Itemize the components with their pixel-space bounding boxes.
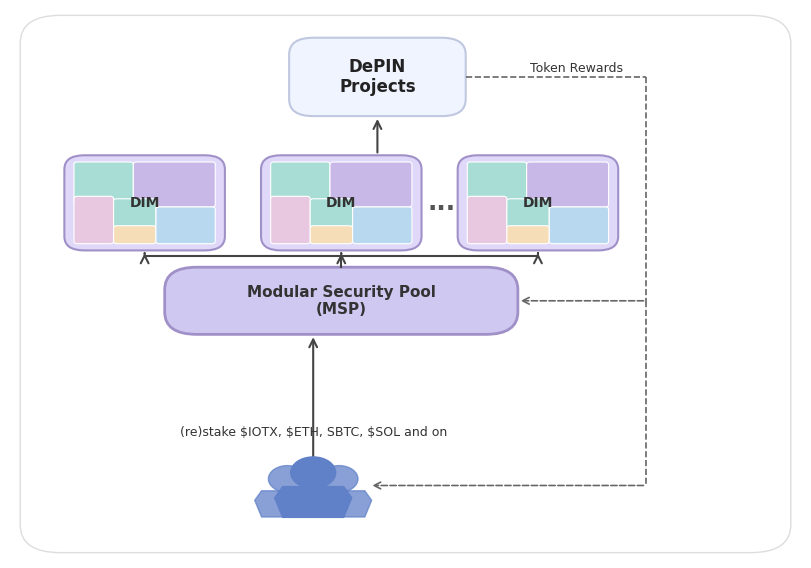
- Circle shape: [290, 457, 336, 488]
- Polygon shape: [306, 491, 371, 517]
- FancyBboxPatch shape: [156, 207, 215, 244]
- FancyBboxPatch shape: [467, 162, 526, 203]
- FancyBboxPatch shape: [457, 155, 618, 250]
- Polygon shape: [255, 491, 320, 517]
- FancyBboxPatch shape: [20, 15, 791, 553]
- FancyBboxPatch shape: [353, 207, 412, 244]
- FancyBboxPatch shape: [330, 162, 412, 207]
- FancyBboxPatch shape: [74, 162, 133, 203]
- FancyBboxPatch shape: [64, 155, 225, 250]
- FancyBboxPatch shape: [289, 37, 466, 116]
- FancyBboxPatch shape: [507, 225, 549, 244]
- Circle shape: [320, 466, 358, 492]
- Text: ...: ...: [427, 191, 456, 215]
- FancyBboxPatch shape: [271, 197, 310, 244]
- FancyBboxPatch shape: [114, 225, 156, 244]
- FancyBboxPatch shape: [74, 197, 114, 244]
- FancyBboxPatch shape: [310, 199, 353, 227]
- Text: DePIN
Projects: DePIN Projects: [339, 57, 416, 97]
- FancyBboxPatch shape: [114, 199, 156, 227]
- FancyBboxPatch shape: [549, 207, 608, 244]
- FancyBboxPatch shape: [133, 162, 215, 207]
- FancyBboxPatch shape: [467, 197, 507, 244]
- Text: DIM: DIM: [130, 196, 160, 210]
- FancyBboxPatch shape: [526, 162, 608, 207]
- Text: DIM: DIM: [523, 196, 553, 210]
- Polygon shape: [275, 487, 352, 517]
- Circle shape: [268, 466, 307, 492]
- Text: Modular Security Pool
(MSP): Modular Security Pool (MSP): [247, 285, 436, 317]
- Text: DIM: DIM: [326, 196, 357, 210]
- FancyBboxPatch shape: [507, 199, 549, 227]
- FancyBboxPatch shape: [165, 267, 518, 335]
- FancyBboxPatch shape: [271, 162, 330, 203]
- FancyBboxPatch shape: [261, 155, 422, 250]
- Text: (re)stake $IOTX, $ETH, SBTC, $SOL and on: (re)stake $IOTX, $ETH, SBTC, $SOL and on: [179, 426, 447, 439]
- FancyBboxPatch shape: [310, 225, 353, 244]
- Text: Token Rewards: Token Rewards: [530, 62, 623, 75]
